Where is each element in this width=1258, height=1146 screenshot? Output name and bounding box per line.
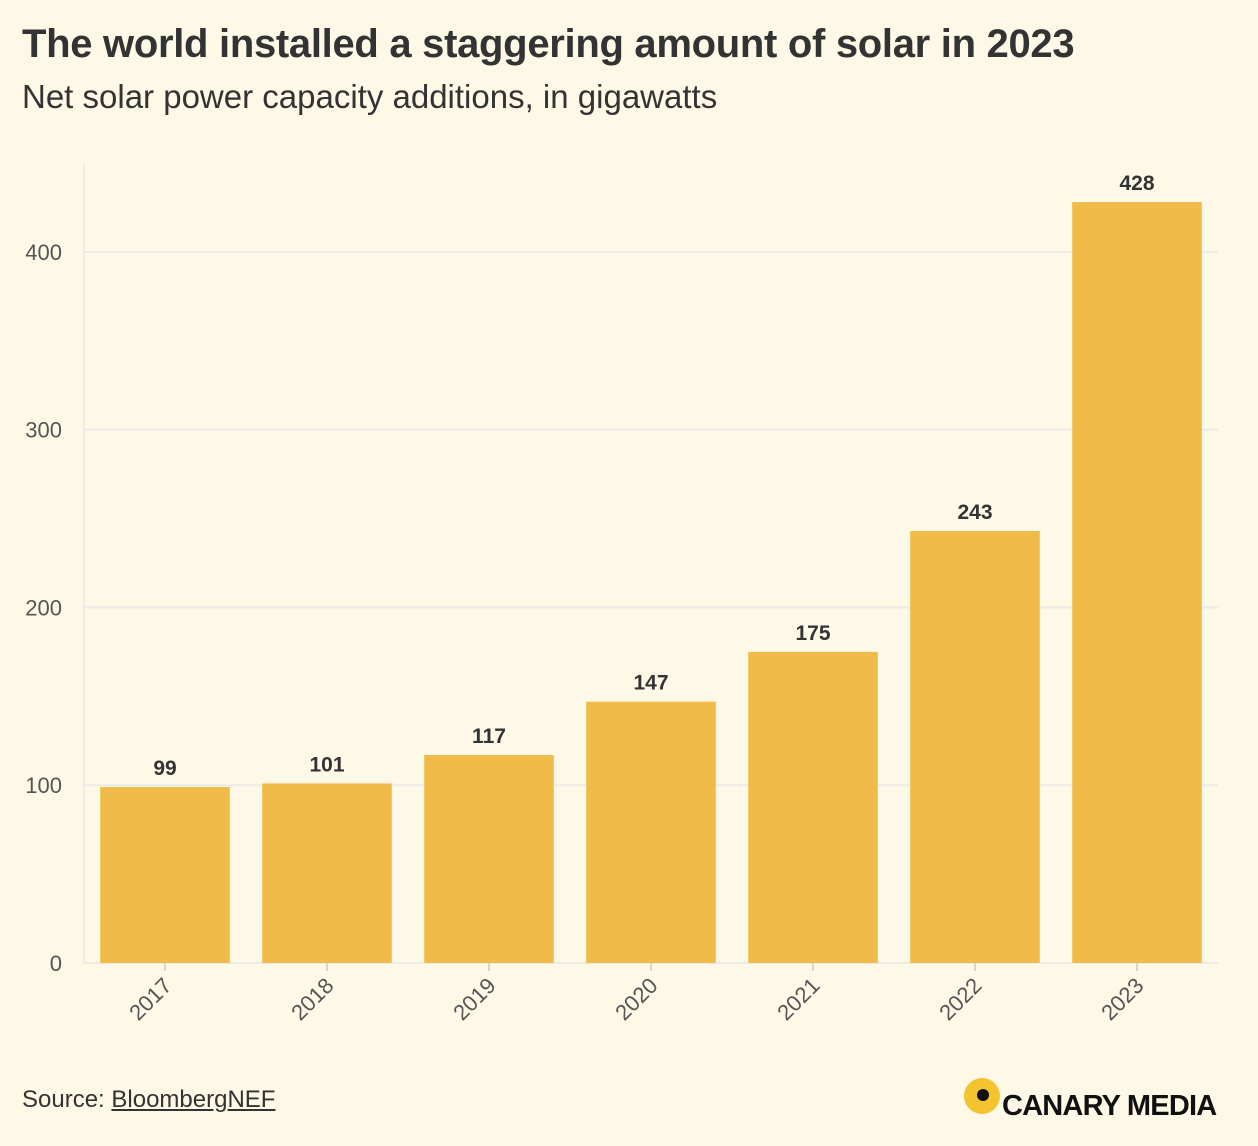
logo-text: CANARY MEDIA [1002, 1090, 1217, 1122]
x-tick-label: 2018 [286, 973, 338, 1025]
x-tick-label: 2023 [1096, 973, 1148, 1025]
bar [748, 651, 878, 963]
bar [1072, 202, 1202, 964]
bar-value-label: 147 [633, 672, 668, 695]
bar [262, 783, 392, 963]
source-link[interactable]: BloombergNEF [111, 1086, 276, 1113]
bar-value-label: 101 [309, 753, 344, 776]
bar-value-label: 175 [795, 622, 830, 645]
y-tick-label: 100 [25, 773, 62, 798]
x-tick-label: 2021 [772, 973, 824, 1025]
chart-title: The world installed a staggering amount … [22, 22, 1075, 66]
bar-value-label: 117 [472, 725, 506, 748]
x-tick-label: 2020 [610, 973, 662, 1025]
source-note: Source: BloombergNEF [22, 1086, 275, 1114]
source-label: Source: [22, 1086, 112, 1113]
y-tick-label: 300 [25, 418, 62, 443]
bar-value-label: 243 [957, 501, 992, 524]
x-tick-label: 2022 [934, 973, 986, 1025]
bar-chart: 0 100 200 300 400 99 2017 101 2018 117 2019 147 2020… [25, 163, 1218, 1025]
y-tick-label: 200 [25, 595, 62, 620]
bar [910, 531, 1040, 963]
bar [586, 701, 716, 963]
bar-value-label: 99 [153, 757, 176, 780]
bar [424, 755, 554, 963]
chart-subtitle: Net solar power capacity additions, in g… [22, 78, 718, 115]
logo-dot-icon [964, 1078, 1000, 1114]
y-tick-label: 0 [50, 951, 62, 976]
y-tick-label: 400 [25, 240, 62, 265]
bar-value-label: 428 [1119, 172, 1154, 195]
bar [100, 787, 230, 963]
x-tick-label: 2019 [448, 973, 500, 1025]
canary-media-logo: CANARY MEDIA [964, 1076, 1244, 1124]
x-tick-label: 2017 [124, 973, 176, 1025]
